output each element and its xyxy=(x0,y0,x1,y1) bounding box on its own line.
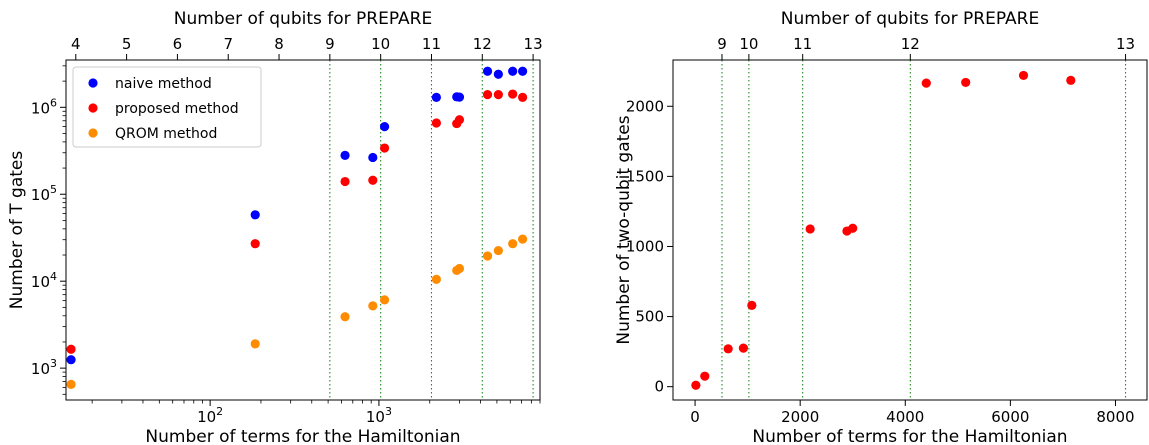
data-point xyxy=(921,78,931,88)
top-tick-label: 4 xyxy=(71,35,81,53)
top-tick-label: 12 xyxy=(473,35,492,53)
top-tick-label: 13 xyxy=(1116,35,1135,53)
x-axis-label: Number of terms for the Hamiltonian xyxy=(752,427,1067,445)
data-point xyxy=(738,343,749,353)
data-point xyxy=(379,121,390,132)
top-tick-label: 13 xyxy=(524,35,543,53)
data-point xyxy=(482,89,493,100)
y-tick-label: 106 xyxy=(31,96,57,117)
top-tick-label: 11 xyxy=(422,35,441,53)
series-0 xyxy=(66,66,528,365)
data-point xyxy=(250,339,260,349)
top-tick-label: 7 xyxy=(223,35,233,53)
legend-entry: QROM method xyxy=(115,126,217,142)
x-tick-label: 4000 xyxy=(886,408,924,426)
data-point xyxy=(368,301,378,311)
top-tick-label: 10 xyxy=(371,35,390,53)
top-tick-label: 8 xyxy=(274,35,284,53)
y-tick-label: 1500 xyxy=(626,167,664,185)
data-point xyxy=(518,66,528,76)
series-1 xyxy=(66,89,528,354)
data-point xyxy=(340,150,350,160)
data-point xyxy=(454,92,465,102)
data-point xyxy=(723,344,733,354)
top-x-axis-label: Number of qubits for PREPARE xyxy=(174,9,432,29)
data-point xyxy=(431,274,441,284)
legend-box xyxy=(72,66,262,148)
legend-entry: naive method xyxy=(115,76,212,92)
left-chart-t-gates: 102 103 103 104 105 106 4 5 6 7 8 9 10 11 12 13 Number o… xyxy=(7,9,543,445)
x-tick-label: 6000 xyxy=(991,408,1029,426)
data-point xyxy=(368,152,378,163)
data-point xyxy=(379,295,390,305)
data-point xyxy=(431,118,441,128)
x-axis-label: Number of terms for the Hamiltonian xyxy=(145,427,460,445)
data-point xyxy=(493,245,503,256)
data-point xyxy=(747,300,757,310)
data-point xyxy=(961,77,971,88)
legend-marker xyxy=(88,78,98,88)
top-x-axis-label: Number of qubits for PREPARE xyxy=(781,9,1039,29)
data-point xyxy=(368,175,378,185)
data-point xyxy=(700,371,710,381)
data-point xyxy=(805,224,815,234)
data-point xyxy=(340,176,350,187)
data-point xyxy=(482,66,493,76)
data-point xyxy=(1066,75,1076,85)
top-tick-label: 10 xyxy=(739,35,758,53)
data-point xyxy=(66,379,76,389)
data-point xyxy=(454,263,465,274)
data-point xyxy=(508,239,518,249)
legend-marker xyxy=(88,103,98,113)
data-point xyxy=(66,344,76,354)
data-point xyxy=(508,89,518,99)
x-tick-label: 0 xyxy=(690,408,700,426)
y-axis-label: Number of two-qubit gates xyxy=(614,115,634,344)
y-axis-label: Number of T gates xyxy=(7,151,27,310)
x-tick-label: 103 xyxy=(366,405,392,426)
data-point xyxy=(1018,70,1029,81)
x-tick-label: 8000 xyxy=(1096,408,1134,426)
top-tick-label: 12 xyxy=(901,35,920,53)
data-point xyxy=(691,380,701,390)
legend-marker xyxy=(88,128,98,138)
y-tick-label: 105 xyxy=(31,183,57,204)
y-tick-label: 2000 xyxy=(626,97,664,115)
data-point xyxy=(379,143,390,153)
series-2 xyxy=(66,234,528,389)
top-tick-label: 9 xyxy=(717,35,727,53)
data-point xyxy=(340,312,350,322)
data-point xyxy=(454,115,465,125)
data-point xyxy=(431,92,441,102)
x-tick-label: 102 xyxy=(197,405,223,426)
legend-entry: proposed method xyxy=(115,101,239,117)
legend: naive method proposed method QROM method xyxy=(72,66,262,148)
data-point xyxy=(493,69,503,79)
data-point xyxy=(66,355,76,365)
y-tick-label: 0 xyxy=(654,378,664,396)
data-point xyxy=(482,251,493,261)
y-tick-label: 103 xyxy=(31,357,57,378)
plot-frame xyxy=(65,59,541,401)
data-point xyxy=(518,234,528,244)
y-tick-label: 500 xyxy=(635,308,664,326)
data-point xyxy=(508,66,518,76)
data-point xyxy=(493,89,503,100)
right-chart-two-qubit-gates: 0 2000 4000 6000 8000 0 500 1000 1500 2000 9 10 11 12… xyxy=(614,9,1148,445)
data-point xyxy=(250,210,260,220)
data-point xyxy=(848,223,858,233)
x-tick-label: 2000 xyxy=(781,408,819,426)
y-tick-label: 1000 xyxy=(626,237,664,255)
top-tick-label: 5 xyxy=(122,35,132,53)
top-tick-label: 6 xyxy=(173,35,183,53)
top-tick-label: 9 xyxy=(325,35,335,53)
y-tick-label: 104 xyxy=(31,270,57,291)
data-point xyxy=(518,92,528,102)
top-tick-label: 11 xyxy=(793,35,812,53)
data-point xyxy=(250,239,260,249)
series-0 xyxy=(691,70,1076,390)
